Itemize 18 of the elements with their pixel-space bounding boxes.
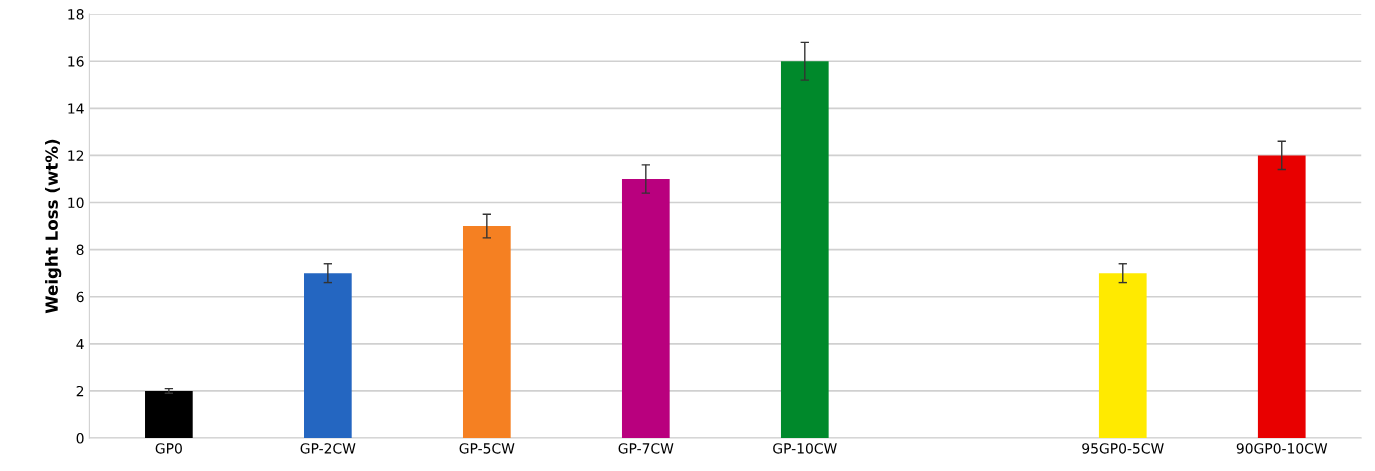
y-tick-label: 14	[68, 103, 84, 114]
x-tick-label: GP0	[155, 443, 182, 454]
y-tick-label: 8	[76, 244, 84, 256]
x-tick-label: 90GP0-10CW	[1236, 443, 1328, 454]
y-tick-label: 6	[76, 291, 84, 303]
y-tick-label: 2	[76, 385, 84, 397]
y-axis-title: Weight Loss (wt%)	[45, 139, 62, 314]
x-tick-label: GP-2CW	[300, 443, 356, 454]
x-tick-label: GP-10CW	[773, 443, 837, 454]
x-tick-label: 95GP0-5CW	[1082, 443, 1164, 454]
x-tick-label: GP-7CW	[618, 443, 674, 454]
y-tick-label: 10	[68, 197, 84, 208]
x-tick-label: GP-5CW	[459, 443, 515, 454]
y-tick-label: 12	[68, 150, 84, 161]
y-tick-label: 0	[76, 433, 84, 444]
y-tick-label: 18	[68, 9, 84, 20]
y-tick-label: 16	[68, 56, 84, 67]
y-tick-label: 4	[76, 338, 84, 350]
